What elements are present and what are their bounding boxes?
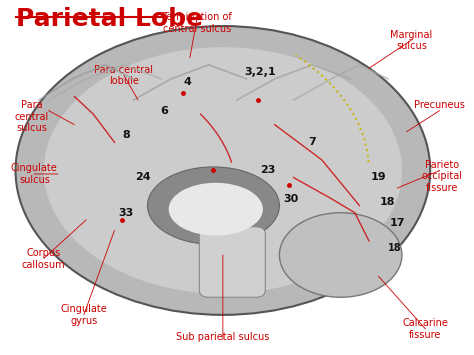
Text: 6: 6 <box>160 105 168 116</box>
Text: Parieto
occipital
fissure: Parieto occipital fissure <box>421 160 463 193</box>
Text: Termination of
central sulcus: Termination of central sulcus <box>162 12 232 34</box>
Text: 7: 7 <box>309 137 316 147</box>
Text: Cingulate
gyrus: Cingulate gyrus <box>61 304 107 326</box>
Text: 24: 24 <box>135 173 151 182</box>
Text: 8: 8 <box>122 130 130 140</box>
Text: Calcarine
fissure: Calcarine fissure <box>402 318 448 340</box>
Ellipse shape <box>147 167 279 245</box>
Text: Para central
lobule: Para central lobule <box>94 65 154 86</box>
Text: 19: 19 <box>371 173 386 182</box>
Text: Corpus
callosum: Corpus callosum <box>22 248 65 269</box>
Text: Cingulate
sulcus: Cingulate sulcus <box>11 163 58 185</box>
Ellipse shape <box>279 213 402 297</box>
Text: 3,2,1: 3,2,1 <box>245 67 276 77</box>
Ellipse shape <box>44 47 402 294</box>
Text: 30: 30 <box>283 193 299 204</box>
Text: 4: 4 <box>183 77 191 87</box>
Text: 23: 23 <box>260 165 275 175</box>
Text: 18: 18 <box>388 243 401 253</box>
Text: 33: 33 <box>118 208 134 218</box>
Text: 18: 18 <box>380 197 395 207</box>
Text: 17: 17 <box>390 218 405 228</box>
Text: Precuneus: Precuneus <box>414 100 465 110</box>
Ellipse shape <box>169 183 263 236</box>
Text: Parietal Lobe: Parietal Lobe <box>16 7 202 31</box>
FancyBboxPatch shape <box>199 227 265 297</box>
Ellipse shape <box>16 26 430 315</box>
Text: Sub parietal sulcus: Sub parietal sulcus <box>176 333 270 343</box>
Text: Para
central
sulcus: Para central sulcus <box>15 100 49 133</box>
Text: Marginal
sulcus: Marginal sulcus <box>390 29 432 51</box>
